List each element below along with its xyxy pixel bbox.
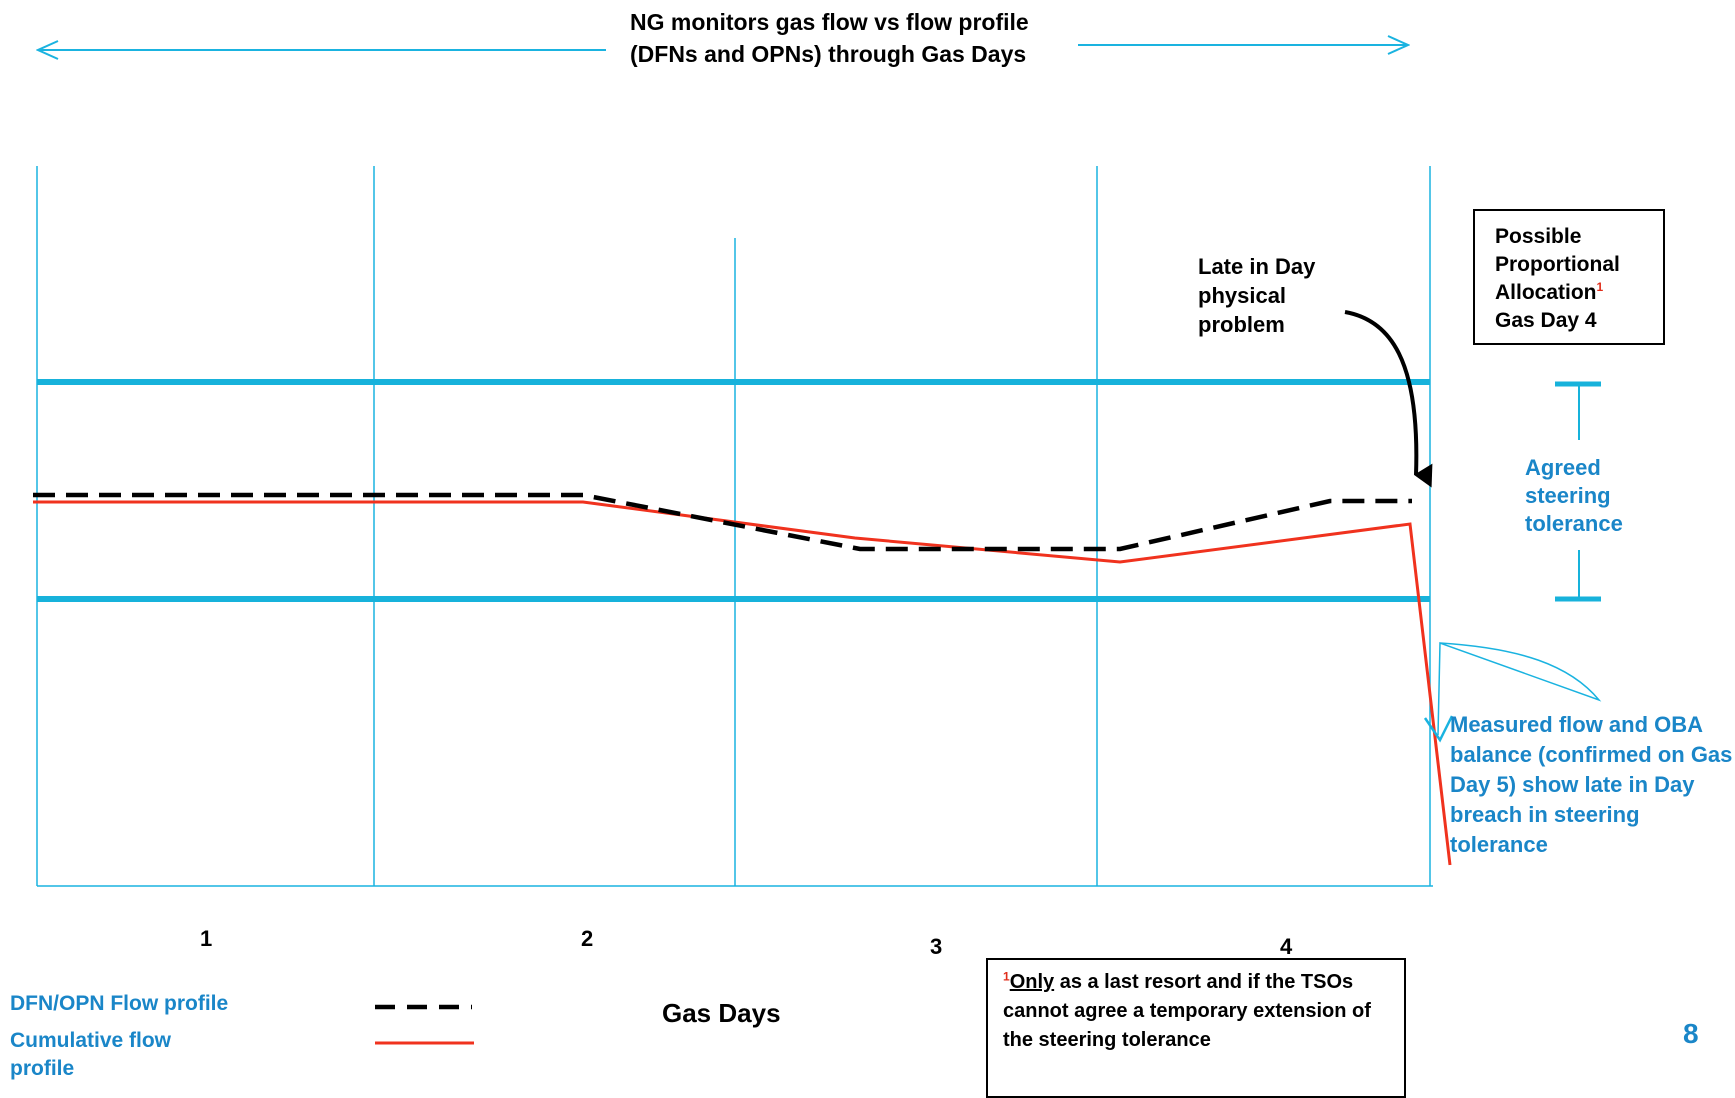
page-number: 8 <box>1683 1018 1699 1049</box>
measured-flow-label: Measured flow and OBA balance (confirmed… <box>1450 712 1733 857</box>
legend-dfn-label: DFN/OPN Flow profile <box>10 992 229 1015</box>
footnote-emphasis: Only <box>1009 971 1055 993</box>
allocation-footnote-marker: 1 <box>1596 280 1604 294</box>
dfn-flow-line <box>33 492 1412 552</box>
measured-callout-pointer <box>1437 641 1602 736</box>
footnote-marker: 1 <box>1003 969 1010 984</box>
cumulative-flow-line <box>33 500 1452 866</box>
footnote-body: as a last resort and if the TSOs cannot … <box>1003 971 1371 1051</box>
allocation-box <box>1473 209 1665 345</box>
day-label-4: 4 <box>1280 934 1293 959</box>
header-caption: NG monitors gas flow vs flow profile (DF… <box>630 9 1029 67</box>
legend-cumulative-label: Cumulative flow profile <box>10 1029 172 1080</box>
allocation-suffix: Gas Day 4 <box>1495 309 1597 332</box>
allocation-text: Possible Proportional Allocation <box>1495 225 1620 304</box>
allocation-label: Possible Proportional Allocation1 Gas Da… <box>1495 223 1675 335</box>
tolerance-bracket <box>1555 381 1601 602</box>
tolerance-label: Agreed steering tolerance <box>1525 455 1623 536</box>
x-axis-label: Gas Days <box>662 998 781 1028</box>
day-label-3: 3 <box>930 934 943 959</box>
late-problem-arrow <box>1344 310 1433 488</box>
chart-grid <box>36 166 1433 887</box>
measured-callout-arrowhead <box>1423 715 1454 743</box>
late-problem-label: Late in Day physical problem <box>1198 254 1316 337</box>
day-label-2: 2 <box>581 926 594 951</box>
day-label-1: 1 <box>200 926 213 951</box>
footnote-text: 1Only as a last resort and if the TSOs c… <box>1003 968 1393 1055</box>
